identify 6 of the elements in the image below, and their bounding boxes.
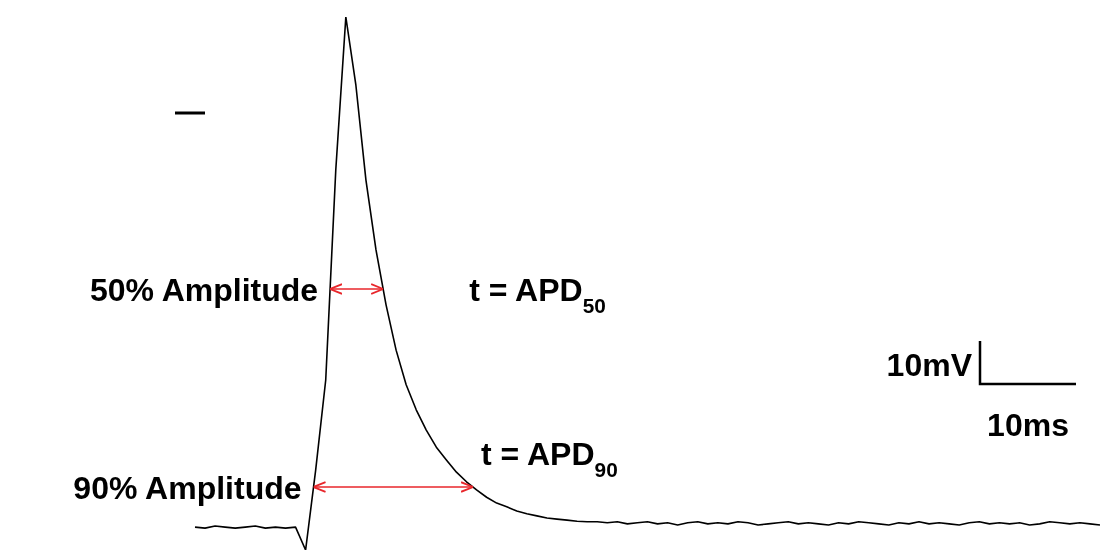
annotation: t = APD$_{50}$: [469, 272, 606, 317]
annotation: 10mV: [886, 347, 973, 383]
annotation: t = APD$_{90}$: [481, 436, 618, 481]
annotation: 90% Amplitude: [73, 470, 302, 506]
annotation: 10ms: [987, 407, 1069, 443]
annotation: 50% Amplitude: [89, 272, 319, 308]
